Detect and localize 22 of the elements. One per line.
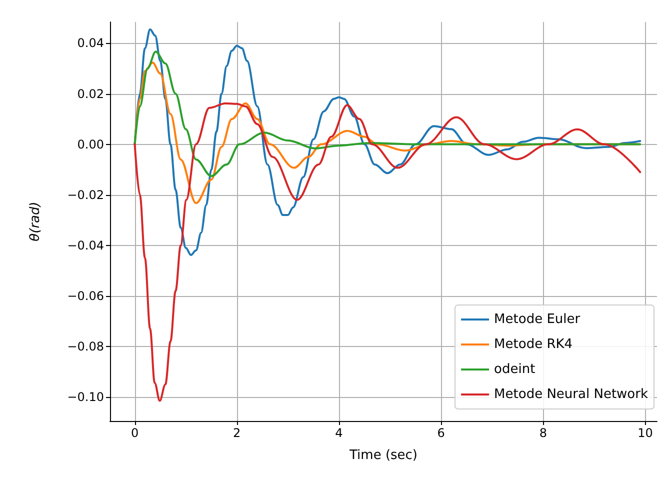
y-tick-label: −0.06 bbox=[67, 288, 104, 303]
y-tick-label: 0.02 bbox=[77, 86, 104, 101]
x-tick-label: 4 bbox=[335, 426, 343, 440]
line-series bbox=[134, 28, 642, 256]
legend-label: Metode Euler bbox=[494, 312, 581, 327]
legend-label: Metode RK4 bbox=[494, 337, 573, 352]
legend-label: Metode Neural Network bbox=[494, 387, 648, 402]
line-series bbox=[134, 50, 642, 178]
x-axis-title: Time (sec) bbox=[348, 448, 418, 463]
x-tick-label: 8 bbox=[539, 426, 547, 440]
y-axis-title: θ(rad) bbox=[28, 202, 43, 242]
x-tick-label: 10 bbox=[638, 426, 653, 440]
y-tick-label: −0.08 bbox=[67, 339, 104, 354]
x-tick-label: 0 bbox=[130, 426, 139, 440]
y-tick-label: 0.04 bbox=[77, 36, 104, 50]
legend-label: odeint bbox=[494, 362, 536, 377]
y-tick-label: −0.04 bbox=[67, 238, 104, 252]
y-tick-label: −0.02 bbox=[67, 188, 104, 202]
y-tick-label: 0.00 bbox=[77, 137, 104, 152]
x-tick-label: 2 bbox=[233, 426, 241, 440]
y-tick-label: −0.10 bbox=[67, 390, 104, 404]
x-tick-label: 6 bbox=[437, 426, 445, 440]
